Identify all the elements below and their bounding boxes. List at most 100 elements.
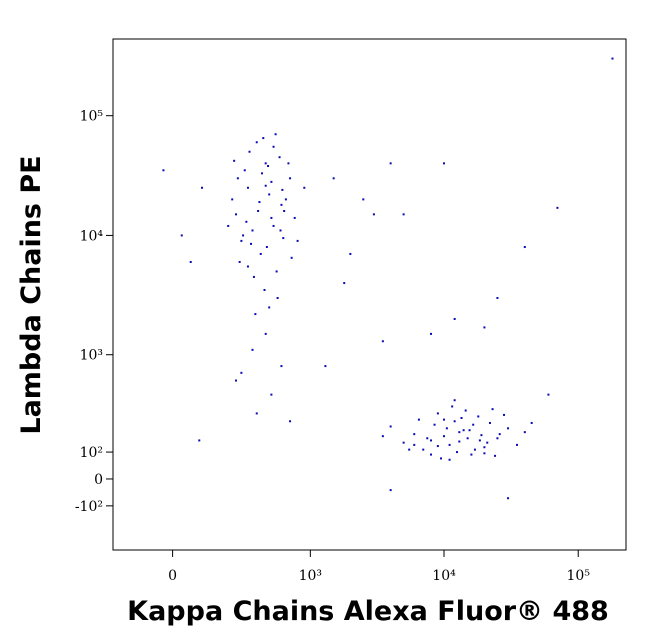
data-point [264, 332, 267, 335]
data-point [282, 237, 285, 240]
data-point [473, 448, 476, 451]
data-point [274, 133, 277, 136]
data-point [267, 165, 270, 168]
data-point [402, 441, 405, 444]
x-tick-label: 0 [168, 568, 177, 584]
data-point [483, 446, 486, 449]
y-tick-label: 10² [80, 445, 103, 461]
data-point [248, 150, 251, 153]
data-point [453, 420, 456, 423]
data-point [389, 425, 392, 428]
data-point [494, 454, 497, 457]
data-point [258, 201, 261, 204]
data-point [246, 265, 249, 268]
x-tick-label: 10³ [299, 568, 322, 584]
data-point [470, 453, 473, 456]
data-point [349, 252, 352, 255]
data-point [198, 439, 201, 442]
data-point [433, 423, 436, 426]
data-point [507, 497, 510, 500]
data-point [162, 169, 165, 172]
data-point [272, 224, 275, 227]
data-point [278, 156, 281, 159]
data-point [279, 229, 282, 232]
data-point [458, 431, 461, 434]
data-point [478, 439, 481, 442]
data-point [284, 198, 287, 201]
data-point [483, 326, 486, 329]
data-point [238, 260, 241, 263]
data-point [413, 433, 416, 436]
data-point [486, 441, 489, 444]
data-point [440, 457, 443, 460]
data-point [257, 209, 260, 212]
data-point [456, 451, 459, 454]
data-point [233, 159, 236, 162]
data-point [372, 213, 375, 216]
y-tick-label: -10² [75, 499, 103, 515]
data-point [252, 275, 255, 278]
data-point [498, 433, 501, 436]
data-point [413, 443, 416, 446]
data-point [436, 445, 439, 448]
data-point [243, 169, 246, 172]
data-point [460, 417, 463, 420]
data-point [289, 177, 292, 180]
data-point [281, 188, 284, 191]
data-point [477, 415, 480, 418]
data-point [443, 418, 446, 421]
data-point [362, 198, 365, 201]
data-point [547, 393, 550, 396]
data-point [240, 371, 243, 374]
data-point [443, 162, 446, 165]
data-point [448, 458, 451, 461]
data-point [280, 365, 283, 368]
y-tick-label: 10⁵ [80, 109, 104, 125]
data-point [491, 408, 494, 411]
data-point [483, 452, 486, 455]
data-point [448, 443, 451, 446]
data-point [496, 437, 499, 440]
data-point [270, 393, 273, 396]
data-point [488, 421, 491, 424]
y-tick-label: 0 [94, 472, 103, 488]
data-point [180, 234, 183, 237]
data-point [268, 306, 271, 309]
data-point [389, 489, 392, 492]
data-point [290, 256, 293, 259]
data-point [507, 427, 510, 430]
data-point [503, 413, 506, 416]
data-point [611, 57, 614, 60]
data-point [523, 431, 526, 434]
data-point [245, 220, 248, 223]
y-tick-label: 10⁴ [80, 228, 104, 244]
data-point [236, 177, 239, 180]
data-point [268, 193, 271, 196]
data-point [250, 242, 253, 245]
data-point [189, 260, 192, 263]
data-point [472, 423, 475, 426]
data-point [270, 216, 273, 219]
data-point [235, 379, 238, 382]
data-point [480, 434, 483, 437]
data-point [430, 332, 433, 335]
data-point [293, 216, 296, 219]
data-point [466, 437, 469, 440]
data-point [324, 365, 327, 368]
data-point [240, 239, 243, 242]
data-point [283, 209, 286, 212]
data-point [496, 296, 499, 299]
data-point [264, 184, 267, 187]
data-point [262, 137, 265, 140]
data-point [458, 440, 461, 443]
data-point [422, 448, 425, 451]
data-point [296, 239, 299, 242]
data-point [289, 420, 292, 423]
data-point [468, 429, 471, 432]
data-point [251, 348, 254, 351]
data-point [530, 421, 533, 424]
x-axis-label: Kappa Chains Alexa Fluor® 488 [127, 596, 609, 627]
data-point [254, 313, 257, 316]
data-point [263, 288, 266, 291]
